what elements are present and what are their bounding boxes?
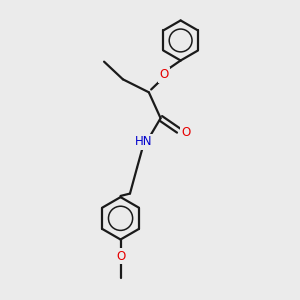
Text: O: O (182, 126, 191, 139)
Text: O: O (160, 68, 169, 81)
Text: HN: HN (135, 135, 153, 148)
Text: O: O (116, 250, 125, 262)
